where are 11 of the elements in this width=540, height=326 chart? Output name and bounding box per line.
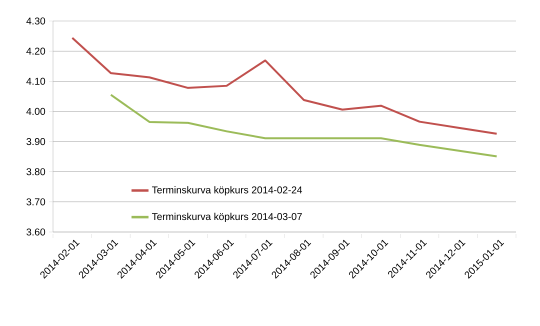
y-tick-label: 3.80 — [26, 168, 46, 176]
y-tick-label: 4.20 — [26, 48, 46, 55]
y-tick-label: 4.00 — [26, 108, 46, 115]
y-tick-label: 3.60 — [26, 228, 46, 236]
legend-label: Terminskurva köpkurs 2014-03-07 — [152, 212, 302, 222]
y-tick-label: 4.10 — [26, 78, 46, 85]
line-series — [71, 36, 498, 135]
y-tick-label: 3.70 — [26, 198, 46, 206]
y-tick-label: 3.90 — [26, 138, 46, 146]
legend-label: Terminskurva köpkurs 2014-02-24 — [152, 186, 302, 196]
y-tick-label: 4.30 — [26, 17, 46, 25]
